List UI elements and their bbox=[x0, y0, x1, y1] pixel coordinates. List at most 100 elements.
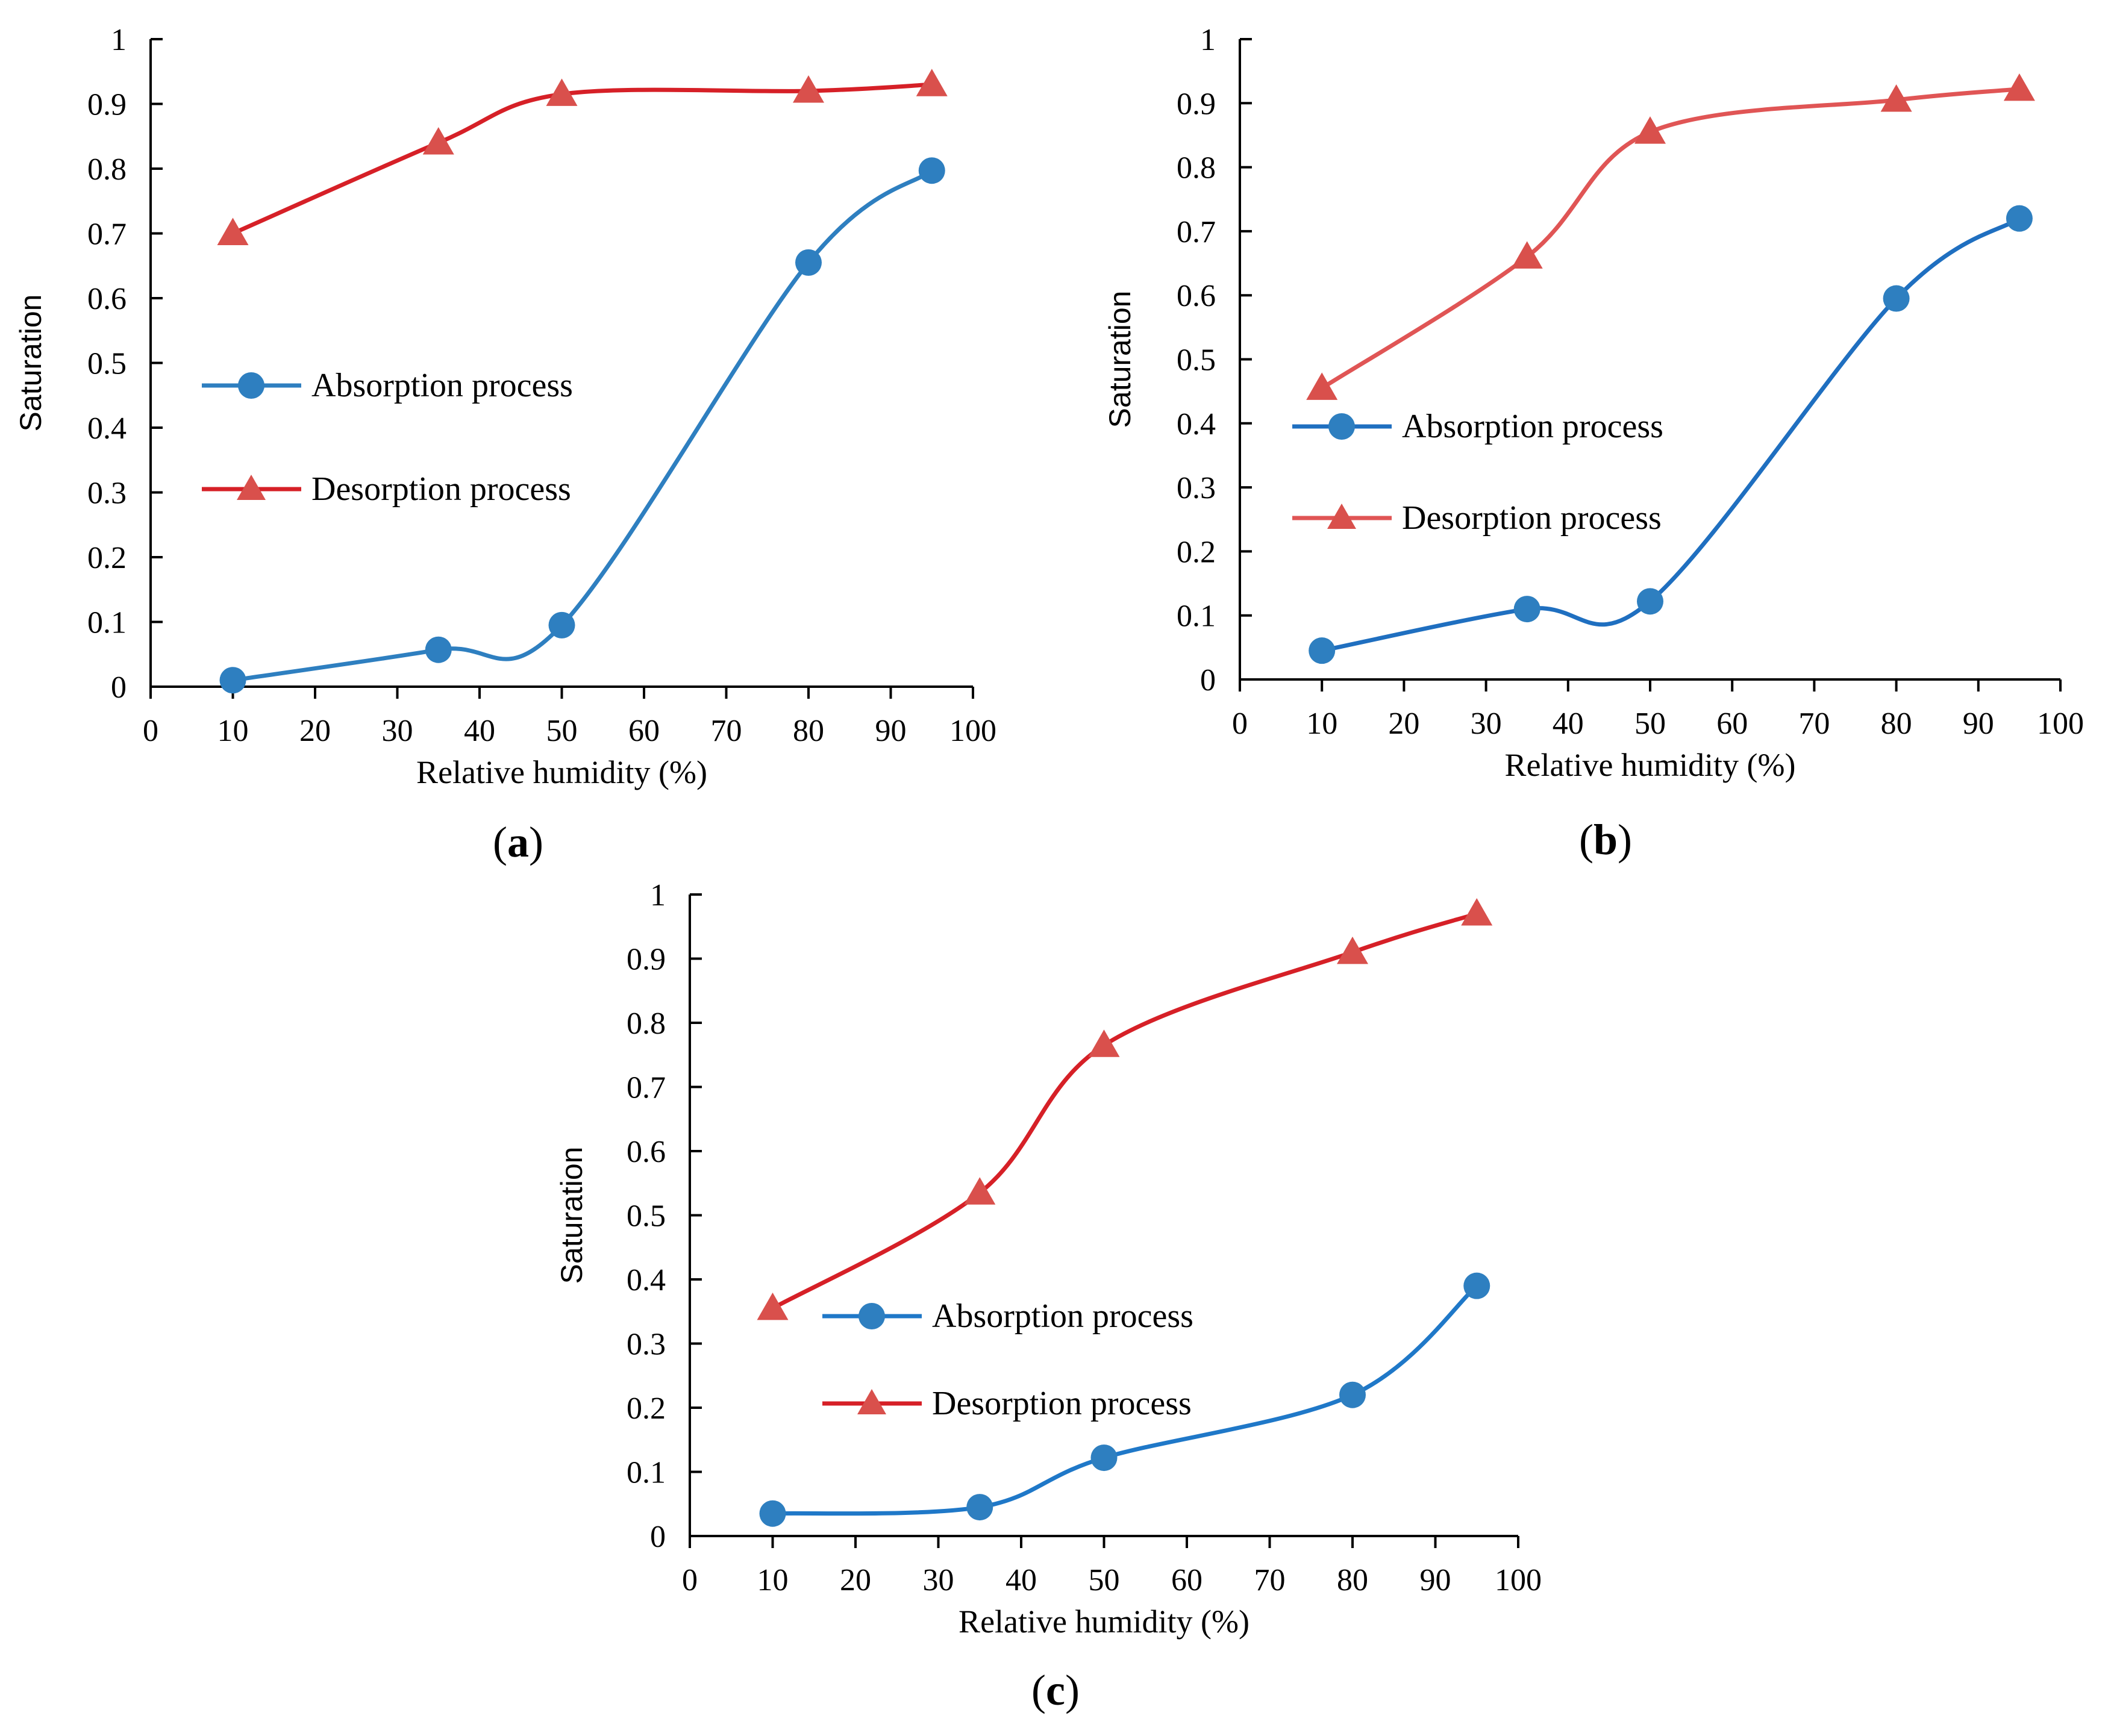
y-axis-title: Saturation bbox=[555, 1147, 589, 1284]
x-tick-label: 90 bbox=[1963, 707, 1994, 741]
y-tick-label: 0.1 bbox=[1177, 599, 1216, 634]
x-tick-label: 10 bbox=[217, 714, 249, 748]
y-tick-label: 0.6 bbox=[627, 1135, 666, 1169]
x-tick-label: 50 bbox=[1089, 1563, 1120, 1597]
x-tick-label: 40 bbox=[1006, 1563, 1037, 1597]
y-tick-label: 0.4 bbox=[627, 1263, 666, 1297]
y-tick-label: 0.2 bbox=[627, 1391, 666, 1426]
data-point-absorption bbox=[918, 157, 945, 184]
data-point-desorption bbox=[916, 69, 948, 96]
data-point-desorption bbox=[217, 217, 249, 245]
data-point-desorption bbox=[1634, 116, 1666, 144]
y-tick-label: 0.3 bbox=[87, 476, 127, 511]
y-tick-label: 0.4 bbox=[1177, 407, 1216, 442]
x-tick-label: 70 bbox=[711, 714, 742, 748]
x-tick-label: 60 bbox=[628, 714, 660, 748]
panel-label: (a) bbox=[493, 818, 543, 866]
data-point-desorption bbox=[1337, 936, 1368, 964]
x-axis-title: Relative humidity (%) bbox=[1505, 747, 1796, 783]
x-tick-label: 0 bbox=[682, 1563, 698, 1597]
x-tick-label: 40 bbox=[1553, 707, 1584, 741]
x-tick-label: 30 bbox=[923, 1563, 954, 1597]
x-tick-label: 100 bbox=[949, 714, 996, 748]
x-tick-label: 60 bbox=[1716, 707, 1748, 741]
legend-label: Absorption process bbox=[932, 1297, 1193, 1335]
legend-marker-circle bbox=[859, 1303, 885, 1329]
chart-panel-c: 00.10.20.30.40.50.60.70.80.910 10 20 30 40 50… bbox=[555, 878, 1542, 1714]
x-tick-label: 90 bbox=[1420, 1563, 1451, 1597]
y-tick-label: 0.1 bbox=[627, 1456, 666, 1490]
legend-marker-triangle bbox=[1327, 504, 1356, 529]
x-tick-label: 20 bbox=[840, 1563, 871, 1597]
legend-marker-triangle bbox=[237, 475, 266, 500]
data-point-desorption bbox=[1306, 372, 1338, 400]
y-tick-label: 0 bbox=[1200, 663, 1216, 698]
y-tick-label: 1 bbox=[650, 878, 666, 913]
x-tick-label: 80 bbox=[793, 714, 824, 748]
data-point-desorption bbox=[964, 1177, 996, 1205]
series-line-desorption bbox=[1321, 87, 2020, 390]
legend-label: Desorption process bbox=[1402, 499, 1662, 537]
y-tick-label: 0.3 bbox=[627, 1328, 666, 1362]
x-tick-label: 0 bbox=[143, 714, 158, 748]
y-tick-label: 1 bbox=[111, 23, 127, 57]
x-tick-label: 30 bbox=[1471, 707, 1502, 741]
x-tick-label: 80 bbox=[1337, 1563, 1368, 1597]
y-tick-label: 0.9 bbox=[627, 943, 666, 977]
x-tick-label: 50 bbox=[546, 714, 578, 748]
data-point-absorption bbox=[2006, 205, 2033, 232]
series-line-desorption bbox=[771, 911, 1478, 1310]
y-tick-label: 0.7 bbox=[1177, 215, 1216, 249]
data-point-desorption bbox=[1880, 84, 1912, 112]
y-tick-label: 0.5 bbox=[1177, 343, 1216, 378]
data-point-desorption bbox=[422, 127, 454, 155]
data-point-desorption bbox=[2003, 73, 2035, 101]
x-tick-label: 10 bbox=[757, 1563, 789, 1597]
y-tick-label: 0.5 bbox=[87, 347, 127, 381]
data-point-desorption bbox=[546, 78, 578, 106]
x-axis-title: Relative humidity (%) bbox=[416, 754, 707, 790]
x-tick-label: 90 bbox=[875, 714, 907, 748]
y-tick-label: 0 bbox=[111, 670, 127, 705]
legend-label: Absorption process bbox=[311, 367, 573, 404]
data-point-desorption bbox=[793, 75, 824, 103]
y-axis-title: Saturation bbox=[1103, 291, 1137, 428]
data-point-absorption bbox=[1090, 1444, 1118, 1472]
series-line-absorption bbox=[232, 169, 933, 682]
panel-label: (b) bbox=[1579, 816, 1632, 864]
x-tick-label: 100 bbox=[2037, 707, 2084, 741]
data-point-absorption bbox=[425, 636, 452, 663]
data-point-absorption bbox=[548, 611, 575, 639]
y-tick-label: 0.9 bbox=[87, 88, 127, 122]
legend-label: Absorption process bbox=[1402, 408, 1663, 445]
chart-panel-a: 00.10.20.30.40.50.60.70.80.910 10 20 30 40 50… bbox=[14, 23, 996, 866]
y-axis-title: Saturation bbox=[14, 295, 48, 432]
x-tick-label: 20 bbox=[1388, 707, 1419, 741]
data-point-absorption bbox=[1883, 285, 1910, 312]
y-tick-label: 1 bbox=[1200, 23, 1216, 57]
y-tick-label: 0.6 bbox=[87, 282, 127, 316]
x-tick-label: 70 bbox=[1798, 707, 1830, 741]
x-tick-label: 10 bbox=[1306, 707, 1337, 741]
data-point-absorption bbox=[1513, 596, 1540, 623]
series-line-desorption bbox=[232, 82, 932, 236]
y-tick-label: 0.8 bbox=[87, 152, 127, 187]
legend-marker-triangle bbox=[857, 1389, 886, 1414]
y-tick-label: 0.7 bbox=[627, 1071, 666, 1105]
x-tick-label: 40 bbox=[464, 714, 495, 748]
legend-marker-circle bbox=[1328, 413, 1355, 440]
legend-label: Desorption process bbox=[311, 470, 571, 508]
data-point-absorption bbox=[759, 1500, 786, 1527]
x-tick-label: 50 bbox=[1634, 707, 1666, 741]
x-tick-label: 80 bbox=[1881, 707, 1912, 741]
data-point-absorption bbox=[1463, 1272, 1490, 1299]
y-tick-label: 0.5 bbox=[627, 1199, 666, 1234]
data-point-absorption bbox=[1309, 637, 1336, 664]
y-tick-label: 0.1 bbox=[87, 606, 127, 640]
data-point-absorption bbox=[1637, 588, 1663, 615]
data-point-desorption bbox=[757, 1292, 789, 1320]
y-tick-label: 0.8 bbox=[1177, 151, 1216, 186]
data-point-desorption bbox=[1461, 898, 1493, 926]
x-tick-label: 20 bbox=[299, 714, 331, 748]
